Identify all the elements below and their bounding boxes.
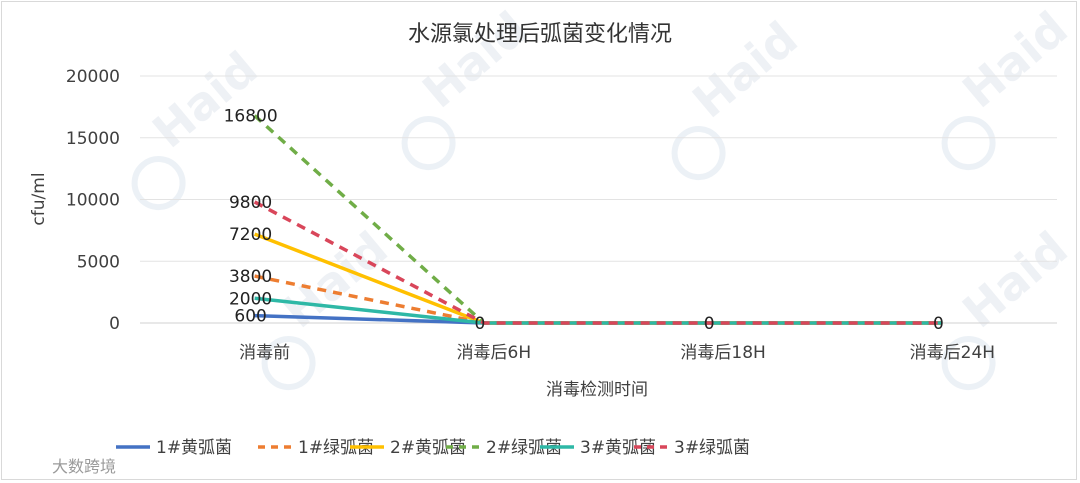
y-tick-label: 5000	[77, 252, 120, 272]
brand-watermark-logo	[941, 116, 996, 171]
brand-watermark-logo	[671, 126, 726, 181]
brand-watermark-logo	[941, 336, 996, 391]
x-tick-label: 消毒前	[239, 343, 290, 363]
brand-watermark: Haid	[941, 1, 1078, 171]
series-line-6	[253, 200, 943, 325]
brand-watermark-logo	[131, 156, 186, 211]
data-label: 0	[933, 314, 944, 334]
brand-watermark: Haid	[941, 221, 1078, 391]
legend-label-2: 1#绿弧菌	[298, 438, 374, 458]
data-label: 7200	[229, 225, 272, 245]
data-label: 0	[704, 314, 715, 334]
legend-label-3: 2#黄弧菌	[390, 438, 466, 458]
legend-label-5: 3#黄弧菌	[580, 438, 656, 458]
data-label: 3800	[229, 267, 272, 287]
x-tick-label: 消毒后18H	[680, 343, 765, 363]
y-tick-labels: 0 5000 10000 15000 20000	[66, 67, 120, 334]
y-tick-label: 15000	[66, 129, 120, 149]
brand-watermark-text: Haid	[952, 221, 1077, 338]
data-label: 0	[474, 314, 485, 334]
legend: 1#黄弧菌 1#绿弧菌 2#黄弧菌 2#绿弧菌 3#黄弧菌 3#绿弧菌	[116, 438, 750, 458]
y-tick-label: 10000	[66, 191, 120, 211]
brand-watermark-text: Haid	[682, 11, 807, 128]
y-axis-label: cfu/ml	[29, 172, 49, 225]
y-tick-label: 20000	[66, 67, 120, 87]
data-label: 16800	[224, 107, 278, 127]
x-tick-labels: 消毒前 消毒后6H 消毒后18H 消毒后24H	[239, 343, 995, 363]
brand-watermark: Haid	[131, 41, 268, 211]
data-label: 9800	[229, 193, 272, 213]
legend-label-6: 3#绿弧菌	[674, 438, 750, 458]
brand-watermark-text: Haid	[142, 41, 267, 158]
brand-watermark-text: Haid	[412, 1, 537, 118]
source-watermark: 大数跨境	[52, 457, 116, 476]
data-label: 2000	[229, 289, 272, 309]
brand-watermark-text: Haid	[952, 1, 1077, 118]
chart-title: 水源氯处理后弧菌变化情况	[408, 22, 672, 47]
data-label: 600	[234, 307, 266, 327]
legend-label-1: 1#黄弧菌	[156, 438, 232, 458]
x-axis-label: 消毒检测时间	[546, 380, 648, 400]
series-lines	[253, 114, 943, 325]
y-tick-label: 0	[109, 314, 120, 334]
brand-watermark-logo	[401, 116, 456, 171]
brand-watermark-logo	[261, 336, 316, 391]
x-tick-label: 消毒后6H	[457, 343, 532, 363]
legend-label-4: 2#绿弧菌	[486, 438, 562, 458]
x-tick-label: 消毒后24H	[910, 343, 995, 363]
